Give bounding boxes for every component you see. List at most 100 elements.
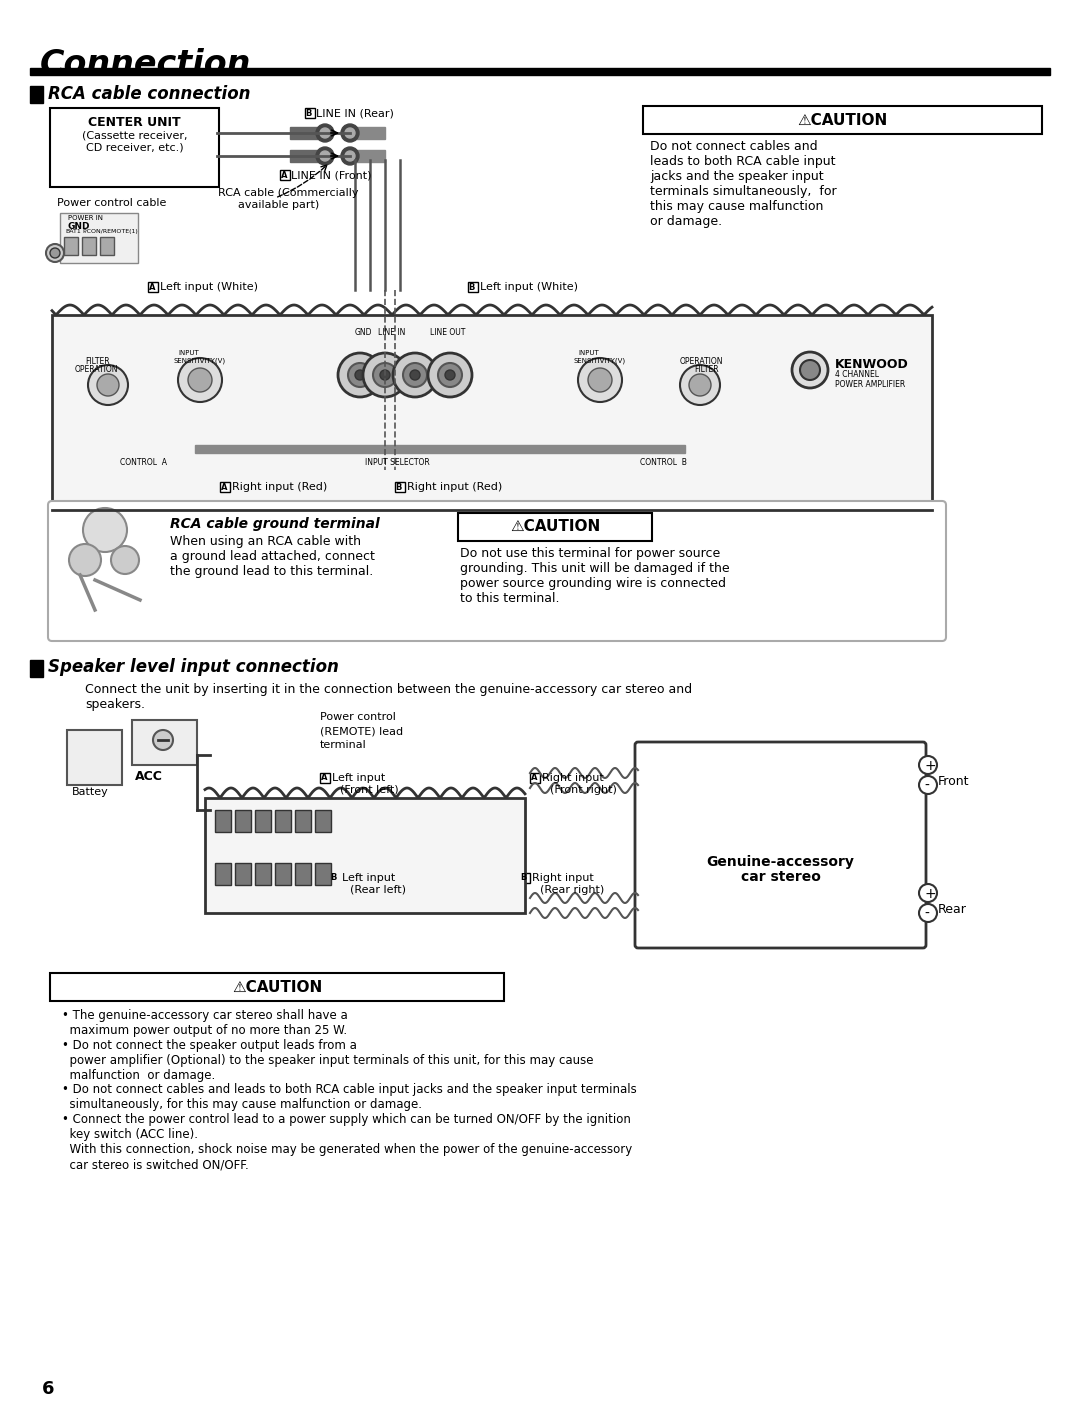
Bar — [195, 445, 685, 453]
Text: OPERATION: OPERATION — [75, 364, 119, 374]
Circle shape — [320, 151, 330, 161]
Text: -: - — [924, 907, 929, 921]
Bar — [60, 213, 138, 263]
Bar — [355, 127, 384, 138]
Bar — [275, 810, 291, 832]
Circle shape — [689, 374, 711, 395]
Bar — [295, 810, 311, 832]
Text: RCA cable (Commercially: RCA cable (Commercially — [218, 188, 359, 198]
Text: -: - — [924, 779, 929, 794]
Circle shape — [403, 363, 427, 387]
Bar — [132, 720, 197, 765]
Bar — [315, 810, 330, 832]
Text: Connection: Connection — [40, 48, 252, 80]
Circle shape — [393, 353, 437, 397]
Text: 4 CHANNEL
POWER AMPLIFIER: 4 CHANNEL POWER AMPLIFIER — [835, 370, 905, 390]
Bar — [255, 863, 271, 885]
Circle shape — [97, 374, 119, 395]
Text: LINE IN: LINE IN — [378, 328, 405, 337]
Circle shape — [919, 904, 937, 922]
Bar — [205, 798, 525, 914]
FancyBboxPatch shape — [280, 169, 289, 179]
Circle shape — [316, 124, 334, 143]
Text: FILTER: FILTER — [694, 364, 718, 374]
Bar — [235, 810, 251, 832]
Circle shape — [428, 353, 472, 397]
Circle shape — [87, 364, 129, 405]
Text: INPUT SELECTOR: INPUT SELECTOR — [365, 457, 430, 467]
FancyBboxPatch shape — [468, 281, 477, 291]
Circle shape — [410, 370, 420, 380]
Text: available part): available part) — [238, 201, 320, 210]
Text: +: + — [924, 760, 935, 772]
Bar — [100, 237, 114, 256]
FancyBboxPatch shape — [50, 107, 219, 186]
Bar — [315, 863, 330, 885]
Text: CONTROL  A: CONTROL A — [120, 457, 167, 467]
Text: Power control cable: Power control cable — [57, 198, 166, 208]
Text: LINE OUT: LINE OUT — [430, 328, 465, 337]
Text: ⚠CAUTION: ⚠CAUTION — [797, 113, 887, 128]
FancyBboxPatch shape — [50, 973, 504, 1001]
FancyBboxPatch shape — [635, 741, 926, 947]
Circle shape — [355, 370, 365, 380]
Circle shape — [588, 369, 612, 393]
Text: GND: GND — [68, 222, 91, 232]
Circle shape — [178, 359, 222, 402]
Text: +: + — [924, 887, 935, 901]
Bar — [275, 863, 291, 885]
Text: Connect the unit by inserting it in the connection between the genuine-accessory: Connect the unit by inserting it in the … — [85, 683, 692, 712]
Text: • Do not connect the speaker output leads from a
  power amplifier (Optional) to: • Do not connect the speaker output lead… — [62, 1039, 594, 1082]
Circle shape — [380, 370, 390, 380]
Text: • Connect the power control lead to a power supply which can be turned ON/OFF by: • Connect the power control lead to a po… — [62, 1113, 632, 1171]
Text: Do not connect cables and
leads to both RCA cable input
jacks and the speaker in: Do not connect cables and leads to both … — [650, 140, 837, 227]
Text: • The genuine-accessory car stereo shall have a
  maximum power output of no mor: • The genuine-accessory car stereo shall… — [62, 1010, 348, 1036]
Circle shape — [345, 128, 355, 138]
Text: • Do not connect cables and leads to both RCA cable input jacks and the speaker : • Do not connect cables and leads to bot… — [62, 1083, 637, 1111]
Text: FILTER: FILTER — [85, 357, 110, 366]
Text: LINE IN (Front): LINE IN (Front) — [291, 169, 372, 179]
Bar — [215, 863, 231, 885]
Text: POWER IN: POWER IN — [68, 215, 103, 222]
Bar — [291, 127, 320, 138]
Bar — [255, 810, 271, 832]
Circle shape — [919, 884, 937, 902]
Bar — [30, 659, 43, 676]
Text: Front: Front — [939, 775, 970, 788]
Circle shape — [341, 147, 359, 165]
Text: Speaker level input connection: Speaker level input connection — [48, 658, 339, 676]
Bar — [30, 86, 43, 103]
Text: (Front right): (Front right) — [550, 785, 617, 795]
Text: A: A — [281, 171, 287, 179]
Text: P.CON/REMOTE(1): P.CON/REMOTE(1) — [82, 229, 138, 234]
Text: terminal: terminal — [320, 740, 367, 750]
Bar — [235, 863, 251, 885]
Text: INPUT: INPUT — [578, 350, 598, 356]
Circle shape — [338, 353, 382, 397]
Circle shape — [46, 244, 64, 263]
FancyBboxPatch shape — [329, 873, 339, 882]
Circle shape — [188, 369, 212, 393]
Text: OPERATION: OPERATION — [680, 357, 724, 366]
Text: SENSITIVITY(V): SENSITIVITY(V) — [173, 359, 225, 364]
Text: Rear: Rear — [939, 904, 967, 916]
Text: B: B — [306, 109, 312, 117]
Text: (Rear left): (Rear left) — [350, 885, 406, 895]
Text: Left input (White): Left input (White) — [480, 282, 578, 292]
Text: A: A — [220, 483, 227, 491]
Circle shape — [445, 370, 455, 380]
Text: A: A — [149, 282, 156, 291]
Text: B: B — [330, 874, 337, 882]
Text: A: A — [321, 774, 327, 782]
FancyBboxPatch shape — [219, 481, 229, 491]
Text: Right input (Red): Right input (Red) — [232, 481, 327, 491]
Bar — [215, 810, 231, 832]
Text: Do not use this terminal for power source
grounding. This unit will be damaged i: Do not use this terminal for power sourc… — [460, 546, 730, 604]
Text: Battey: Battey — [72, 786, 109, 796]
Bar — [52, 315, 932, 510]
FancyBboxPatch shape — [458, 513, 652, 541]
Text: CENTER UNIT: CENTER UNIT — [89, 116, 180, 128]
Text: When using an RCA cable with
a ground lead attached, connect
the ground lead to : When using an RCA cable with a ground le… — [170, 535, 375, 578]
Circle shape — [373, 363, 397, 387]
Text: B: B — [469, 282, 475, 291]
